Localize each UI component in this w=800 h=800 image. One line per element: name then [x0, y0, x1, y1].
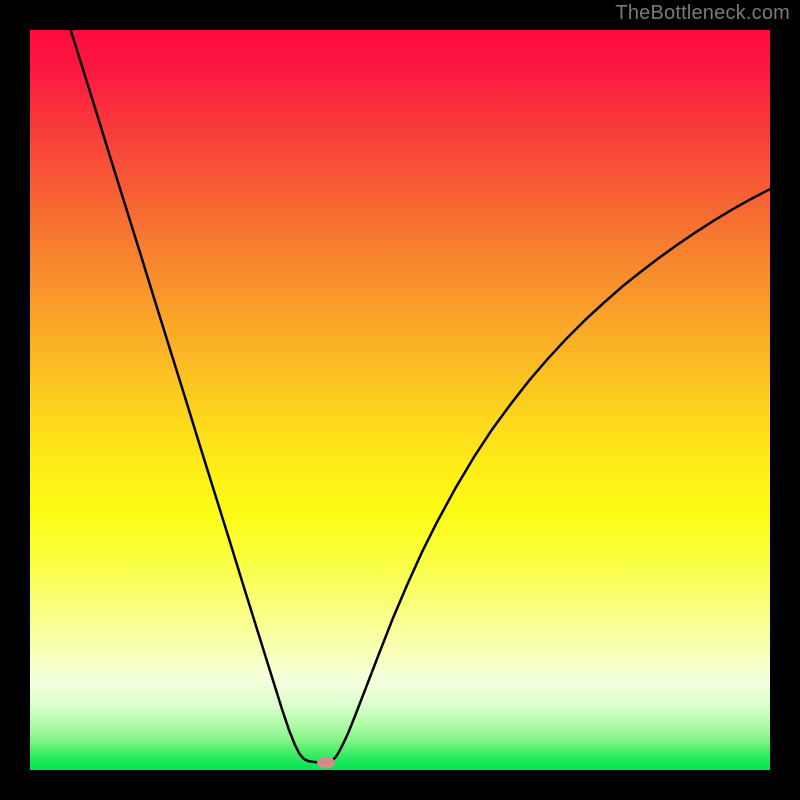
chart-plot-area: [30, 30, 770, 770]
watermark-text: TheBottleneck.com: [615, 2, 790, 25]
chart-svg: [30, 30, 770, 770]
gradient-background: [30, 30, 770, 770]
optimal-point-marker: [317, 757, 335, 769]
